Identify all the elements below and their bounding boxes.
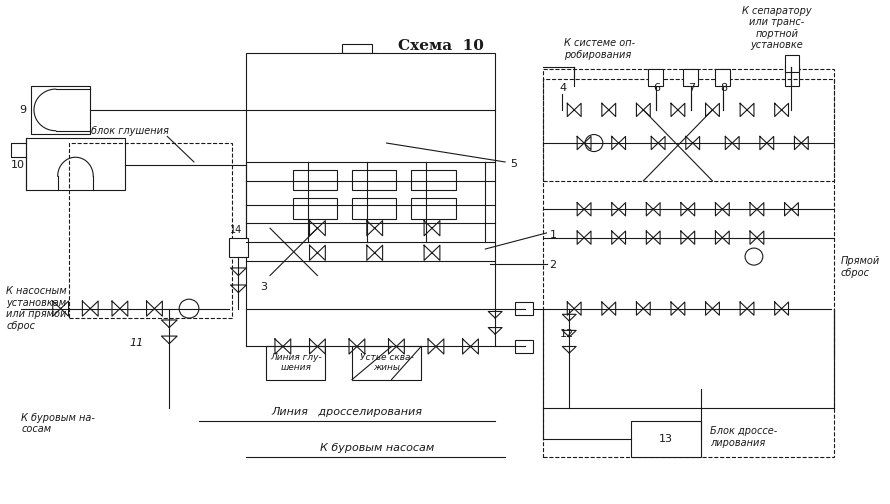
Text: блок глушения: блок глушения (91, 125, 169, 136)
Bar (247, 53, 495, 308)
Bar (632, 421, 700, 457)
Text: 12: 12 (560, 329, 573, 339)
Bar (293, 198, 337, 219)
Bar (293, 169, 337, 191)
Bar (515, 340, 533, 353)
Bar (543, 79, 834, 181)
Text: К системе оп-
робирования: К системе оп- робирования (564, 38, 635, 60)
Text: 14: 14 (231, 225, 242, 235)
Bar (26, 138, 125, 191)
Text: К сепаратору
или транс-
портной
установке: К сепаратору или транс- портной установк… (742, 6, 812, 50)
Text: 3: 3 (260, 282, 267, 292)
Bar (328, 72, 386, 91)
Text: 13: 13 (659, 434, 673, 444)
Bar (69, 143, 231, 318)
Bar (515, 302, 533, 316)
Text: 9: 9 (20, 105, 27, 115)
Bar (785, 55, 799, 72)
Bar (352, 169, 396, 191)
Text: 6: 6 (653, 83, 660, 93)
Text: 2: 2 (549, 260, 556, 270)
Bar (229, 238, 248, 257)
Bar (352, 346, 421, 380)
Text: Схема  10: Схема 10 (398, 39, 484, 53)
Bar (337, 53, 376, 72)
Text: Прямой
сброс: Прямой сброс (841, 256, 880, 278)
Text: Линия   дросселирования: Линия дросселирования (271, 407, 423, 417)
Bar (648, 69, 663, 86)
Bar (716, 69, 730, 86)
Bar (785, 66, 799, 86)
Bar (543, 69, 834, 457)
Bar (683, 69, 698, 86)
Text: К насосным
установкам
или прямой
сброс: К насосным установкам или прямой сброс (6, 286, 67, 331)
Bar (342, 44, 372, 53)
Bar (411, 169, 456, 191)
Text: 7: 7 (688, 83, 695, 93)
Text: 5: 5 (510, 159, 517, 169)
Text: 11: 11 (130, 339, 144, 348)
Text: Устье сква-
жины: Устье сква- жины (360, 353, 414, 372)
Bar (266, 346, 326, 380)
Text: Блок дроссе-
лирования: Блок дроссе- лирования (710, 426, 778, 448)
Text: 10: 10 (12, 160, 25, 170)
Bar (318, 91, 396, 153)
Bar (411, 198, 456, 219)
Bar (31, 86, 90, 134)
Text: 4: 4 (560, 83, 567, 93)
Text: 1: 1 (549, 230, 556, 240)
Text: 8: 8 (720, 83, 727, 93)
Text: К буровым на-
сосам: К буровым на- сосам (21, 413, 95, 434)
Text: Линия глу-
шения: Линия глу- шения (270, 353, 321, 372)
Text: К буровым насосам: К буровым насосам (320, 443, 433, 453)
Bar (352, 198, 396, 219)
